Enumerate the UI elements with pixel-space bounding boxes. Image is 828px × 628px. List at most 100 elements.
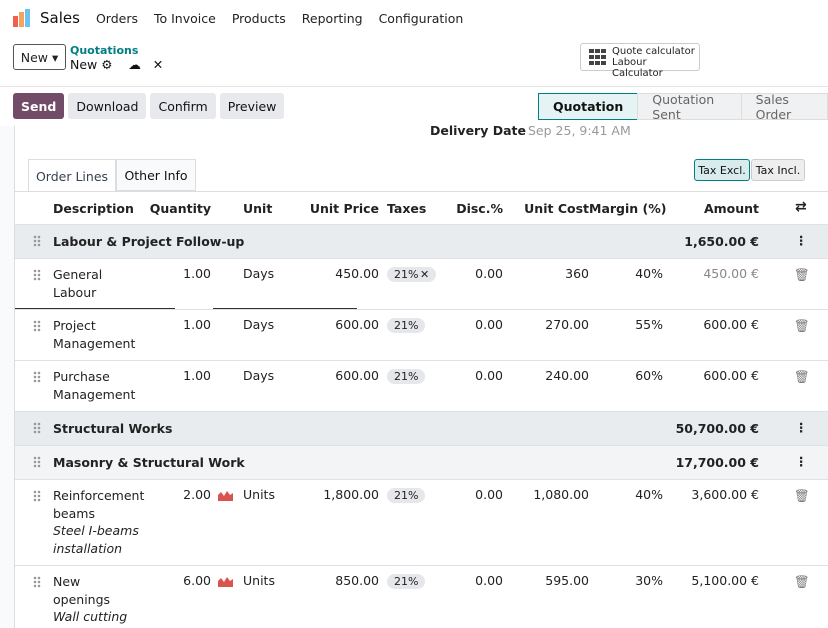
row-menu[interactable]: ⋮ (795, 420, 808, 435)
line-description: Purchase Management (53, 368, 139, 403)
cell-value: 40% (635, 266, 663, 281)
menu-item[interactable]: Orders (95, 10, 138, 26)
menu-item[interactable]: Reporting (301, 10, 363, 26)
cell-value: 3,600.00 € (691, 487, 759, 502)
table-header: Description Quantity Unit Unit Price Taxes Di… (15, 192, 828, 225)
line-description: General Labour (53, 266, 139, 301)
field-underline (15, 308, 175, 309)
cell-cost: 240.00 (515, 368, 589, 383)
drag-handle (33, 490, 41, 502)
cell-unit: Units (243, 573, 303, 588)
field-underline (213, 308, 357, 309)
remove-tax[interactable]: ✕ (416, 268, 430, 281)
product-name: Project Management (53, 318, 136, 351)
current-label: New (70, 57, 98, 72)
delete-line[interactable]: 🗑 (794, 267, 810, 282)
cell-value: Units (243, 487, 275, 502)
column-header: Margin (%) (589, 201, 667, 216)
cell-amount: 600.00 € (665, 368, 759, 383)
cell-value: 1.00 (183, 368, 211, 383)
cell-unit: Days (243, 266, 303, 281)
stage[interactable]: Quotation Sent (637, 92, 742, 122)
section-row: Masonry & Structural Work 17,700.00 € ⋮ (15, 446, 828, 480)
tax-excl[interactable]: Tax Excl. (694, 159, 750, 181)
cell-value: Days (243, 368, 275, 383)
tax-incl[interactable]: Tax Incl. (751, 159, 805, 181)
cell-value: 450.00 € (703, 266, 759, 281)
delete-line[interactable]: 🗑 (794, 574, 810, 589)
order-line[interactable]: Reinforcement beams Steel I-beams install… (15, 480, 828, 566)
cell-value: Units (243, 573, 275, 588)
column-header: Description (53, 201, 134, 216)
section-name: Structural Works (53, 421, 173, 436)
action-button[interactable]: Send (13, 93, 65, 119)
drag-handle (33, 422, 41, 434)
order-line[interactable]: Purchase Management 1.00 Days 600.00 21% 0.00… (15, 361, 828, 412)
delete-line[interactable]: 🗑 (794, 318, 810, 333)
new-label: New (20, 49, 48, 65)
cell-value: 0.00 (475, 487, 503, 502)
menu-item[interactable]: To Invoice (153, 10, 216, 26)
action-bar: Send Download Confirm Preview (13, 93, 285, 119)
action-button[interactable]: Preview (219, 93, 285, 119)
calc-line: Quote calculator (612, 46, 695, 57)
cell-value: 1.00 (183, 266, 211, 281)
drag-handle (33, 320, 41, 332)
row-menu[interactable]: ⋮ (795, 233, 808, 248)
tab-active[interactable]: Order Lines (28, 159, 116, 192)
new-button[interactable]: New ▾ (13, 44, 66, 70)
product-name: New openings (53, 574, 111, 607)
forecast-icon[interactable] (218, 489, 233, 504)
product-name: General Labour (53, 267, 103, 300)
cell-margin: 40% (589, 487, 663, 502)
column-settings[interactable]: ⇄ (795, 199, 807, 215)
order-table: Description Quantity Unit Unit Price Taxes Di… (15, 192, 828, 628)
cell-value: 240.00 (545, 368, 589, 383)
drag-handle (33, 235, 41, 247)
breadcrumb-parent[interactable]: Quotations (70, 44, 139, 57)
action-button[interactable]: Download (68, 93, 147, 119)
cell-value: 0.00 (475, 266, 503, 281)
cell-value: 600.00 (335, 368, 379, 383)
stage[interactable]: Quotation (538, 93, 639, 120)
cell-value: 1,800.00 (323, 487, 379, 502)
order-line[interactable]: General Labour 1.00 Days 450.00 21% ✕ 0.00 360… (15, 259, 828, 310)
tab[interactable]: Other Info (116, 159, 196, 191)
menu: Orders To Invoice Products Reporting Configu… (96, 11, 479, 26)
section-amount: 17,700.00 € (675, 455, 759, 470)
stage[interactable]: Sales Order (740, 92, 828, 122)
cell-cost: 1,080.00 (515, 487, 589, 502)
menu-item[interactable]: Configuration (378, 10, 464, 26)
delivery-label: Delivery Date (430, 123, 526, 138)
cell-price: 850.00 (295, 573, 379, 588)
cell-margin: 60% (589, 368, 663, 383)
cell-value: 595.00 (545, 573, 589, 588)
app-logo (13, 9, 30, 27)
cell-margin: 55% (589, 317, 663, 332)
row-menu[interactable]: ⋮ (795, 454, 808, 469)
menu-item[interactable]: Products (231, 10, 286, 26)
order-line[interactable]: Project Management 1.00 Days 600.00 21% 0.00 2… (15, 310, 828, 361)
delete-line[interactable]: 🗑 (794, 369, 810, 384)
grid-icon (589, 49, 606, 65)
cell-price: 600.00 (295, 368, 379, 383)
cell-quantity: 1.00 (135, 317, 211, 332)
line-note: Steel I-beams installation (53, 523, 139, 556)
delete-line[interactable]: 🗑 (794, 488, 810, 503)
drag-handle (33, 456, 41, 468)
app-name[interactable]: Sales (40, 9, 80, 27)
cell-value: 5,100.00 € (691, 573, 759, 588)
action-button[interactable]: Confirm (150, 93, 216, 119)
section-row: Labour & Project Follow-up 1,650.00 € ⋮ (15, 225, 828, 259)
tab-line (15, 191, 828, 192)
forecast-icon[interactable] (218, 575, 233, 590)
cell-disc: 0.00 (435, 368, 503, 383)
cell-value: 2.00 (183, 487, 211, 502)
quote-calculator[interactable]: Quote calculator Labour Calculator (580, 43, 700, 79)
column-header: Taxes (387, 201, 427, 216)
cell-unit: Units (243, 487, 303, 502)
order-line[interactable]: New openings Wall cutting 6.00 Units 850.00 2… (15, 566, 828, 628)
top-nav: Sales Orders To Invoice Products Reporting C… (0, 0, 828, 36)
cell-unit: Days (243, 368, 303, 383)
cell-cost: 270.00 (515, 317, 589, 332)
